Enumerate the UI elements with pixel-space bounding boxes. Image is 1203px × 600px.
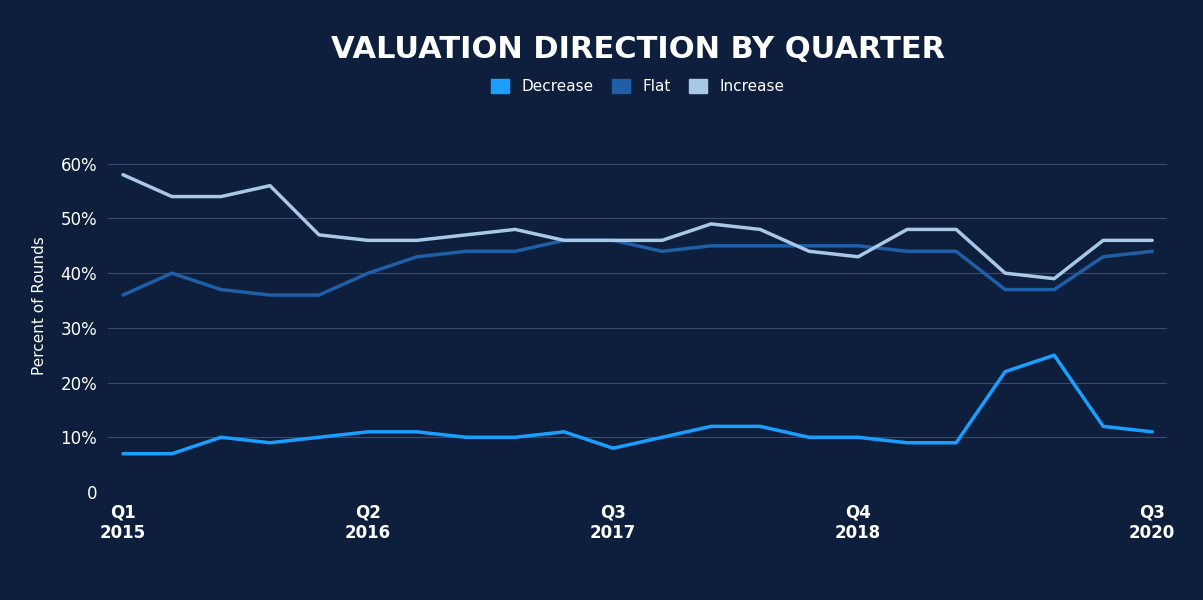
Increase [1047, 275, 1061, 282]
Increase [361, 237, 375, 244]
Increase [214, 193, 229, 200]
Increase [508, 226, 522, 233]
Increase [312, 231, 326, 238]
Flat [115, 292, 130, 299]
Increase [557, 237, 571, 244]
Decrease [753, 423, 768, 430]
Increase [753, 226, 768, 233]
Increase [802, 248, 817, 255]
Flat [557, 237, 571, 244]
Decrease [1047, 352, 1061, 359]
Flat [214, 286, 229, 293]
Flat [508, 248, 522, 255]
Increase [949, 226, 964, 233]
Increase [900, 226, 914, 233]
Decrease [165, 450, 179, 457]
Flat [1047, 286, 1061, 293]
Decrease [1145, 428, 1160, 436]
Decrease [312, 434, 326, 441]
Flat [1145, 248, 1160, 255]
Legend: Decrease, Flat, Increase: Decrease, Flat, Increase [491, 79, 784, 94]
Decrease [214, 434, 229, 441]
Decrease [361, 428, 375, 436]
Flat [410, 253, 425, 260]
Decrease [998, 368, 1013, 375]
Increase [704, 220, 718, 227]
Decrease [704, 423, 718, 430]
Decrease [900, 439, 914, 446]
Increase [654, 237, 669, 244]
Decrease [802, 434, 817, 441]
Flat [262, 292, 277, 299]
Flat [704, 242, 718, 250]
Flat [361, 269, 375, 277]
Flat [851, 242, 865, 250]
Increase [410, 237, 425, 244]
Decrease [949, 439, 964, 446]
Title: VALUATION DIRECTION BY QUARTER: VALUATION DIRECTION BY QUARTER [331, 34, 944, 64]
Line: Decrease: Decrease [123, 355, 1152, 454]
Flat [312, 292, 326, 299]
Decrease [508, 434, 522, 441]
Line: Increase: Increase [123, 175, 1152, 278]
Flat [900, 248, 914, 255]
Increase [851, 253, 865, 260]
Decrease [1096, 423, 1110, 430]
Flat [998, 286, 1013, 293]
Increase [165, 193, 179, 200]
Flat [753, 242, 768, 250]
Flat [458, 248, 473, 255]
Decrease [410, 428, 425, 436]
Increase [262, 182, 277, 189]
Line: Flat: Flat [123, 241, 1152, 295]
Y-axis label: Percent of Rounds: Percent of Rounds [31, 236, 47, 376]
Increase [458, 231, 473, 238]
Flat [165, 269, 179, 277]
Increase [1145, 237, 1160, 244]
Increase [115, 171, 130, 178]
Flat [1096, 253, 1110, 260]
Decrease [458, 434, 473, 441]
Flat [654, 248, 669, 255]
Decrease [557, 428, 571, 436]
Increase [998, 269, 1013, 277]
Decrease [654, 434, 669, 441]
Flat [802, 242, 817, 250]
Decrease [606, 445, 621, 452]
Decrease [115, 450, 130, 457]
Decrease [851, 434, 865, 441]
Increase [1096, 237, 1110, 244]
Decrease [262, 439, 277, 446]
Flat [606, 237, 621, 244]
Increase [606, 237, 621, 244]
Flat [949, 248, 964, 255]
